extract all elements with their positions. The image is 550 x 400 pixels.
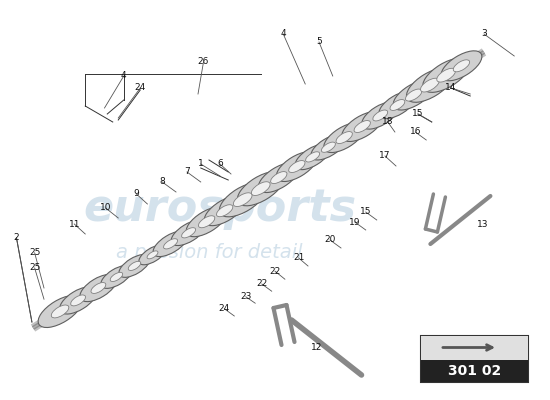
Ellipse shape (354, 120, 370, 132)
Text: 25: 25 (29, 248, 40, 257)
Text: 4: 4 (280, 30, 286, 38)
Text: 23: 23 (240, 292, 251, 301)
Text: 13: 13 (477, 220, 488, 228)
Ellipse shape (171, 220, 206, 246)
Ellipse shape (324, 122, 365, 152)
Text: 24: 24 (219, 304, 230, 313)
Ellipse shape (153, 231, 188, 256)
Ellipse shape (199, 216, 215, 228)
Ellipse shape (204, 196, 245, 226)
Bar (421, 336, 528, 382)
Ellipse shape (342, 112, 383, 142)
Ellipse shape (390, 100, 405, 110)
Text: 7: 7 (184, 168, 190, 176)
Text: eurosports: eurosports (84, 186, 356, 230)
Ellipse shape (393, 80, 434, 110)
Ellipse shape (110, 272, 123, 282)
Ellipse shape (51, 305, 69, 318)
Text: 26: 26 (198, 58, 209, 66)
Ellipse shape (406, 68, 453, 102)
Ellipse shape (71, 295, 85, 306)
Ellipse shape (362, 102, 399, 129)
Text: 6: 6 (217, 160, 223, 168)
Text: 11: 11 (69, 220, 80, 228)
Ellipse shape (119, 254, 150, 277)
Ellipse shape (277, 152, 317, 182)
Text: 14: 14 (446, 84, 456, 92)
Ellipse shape (336, 132, 353, 144)
Text: 5: 5 (316, 38, 322, 46)
Bar (421, 336, 528, 360)
Ellipse shape (421, 78, 439, 92)
Ellipse shape (128, 261, 141, 270)
Ellipse shape (101, 266, 132, 288)
Ellipse shape (38, 295, 82, 328)
Ellipse shape (405, 89, 422, 101)
Text: 8: 8 (160, 178, 165, 186)
Text: 12: 12 (311, 344, 322, 352)
Text: 15: 15 (360, 208, 371, 216)
Ellipse shape (80, 274, 117, 302)
Ellipse shape (217, 205, 233, 217)
Ellipse shape (306, 152, 320, 162)
Ellipse shape (163, 239, 178, 249)
Ellipse shape (91, 282, 106, 294)
Text: 19: 19 (349, 218, 360, 226)
Text: 10: 10 (100, 204, 111, 212)
Text: 22: 22 (270, 267, 280, 276)
Text: 25: 25 (29, 264, 40, 272)
Ellipse shape (321, 142, 336, 152)
Text: 1: 1 (198, 160, 204, 168)
Ellipse shape (453, 60, 470, 72)
Text: 301 02: 301 02 (448, 364, 501, 378)
Ellipse shape (251, 182, 270, 196)
Ellipse shape (258, 163, 299, 192)
Ellipse shape (59, 287, 97, 314)
Ellipse shape (441, 51, 482, 81)
Text: 9: 9 (134, 190, 139, 198)
Ellipse shape (219, 182, 266, 217)
Text: 15: 15 (412, 110, 424, 118)
Ellipse shape (186, 207, 227, 237)
Ellipse shape (437, 68, 455, 82)
Text: 17: 17 (379, 152, 390, 160)
Ellipse shape (271, 172, 287, 184)
Ellipse shape (379, 91, 416, 119)
Ellipse shape (311, 134, 346, 160)
Ellipse shape (295, 144, 330, 170)
Ellipse shape (147, 251, 158, 259)
Ellipse shape (289, 160, 305, 172)
Text: 2: 2 (14, 234, 19, 242)
Ellipse shape (423, 58, 470, 92)
Text: 20: 20 (324, 236, 336, 244)
Text: a passion for detail: a passion for detail (116, 242, 303, 262)
Ellipse shape (238, 172, 284, 206)
Text: 18: 18 (382, 118, 393, 126)
Text: 24: 24 (135, 84, 146, 92)
Ellipse shape (182, 228, 196, 238)
Bar (421, 360, 528, 382)
Text: 22: 22 (256, 280, 267, 288)
Text: 21: 21 (293, 254, 304, 262)
Text: 16: 16 (410, 128, 421, 136)
Ellipse shape (373, 110, 388, 121)
Ellipse shape (139, 245, 166, 265)
Ellipse shape (233, 193, 252, 206)
Text: 4: 4 (121, 72, 126, 80)
Text: 3: 3 (481, 30, 487, 38)
